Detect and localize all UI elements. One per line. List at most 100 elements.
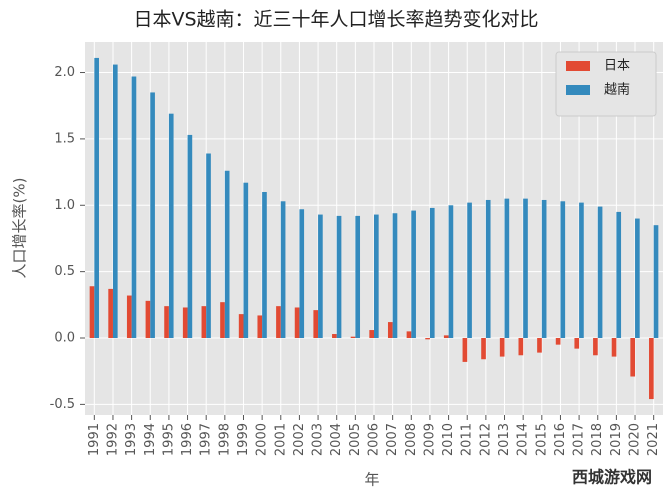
x-tick-label: 1995: [161, 423, 176, 456]
x-tick-label: 2008: [404, 423, 419, 456]
x-tick-label: 2000: [255, 423, 270, 456]
bar: [653, 225, 659, 339]
bar: [523, 198, 528, 339]
bar: [630, 338, 636, 377]
watermark: 西城游戏网: [572, 468, 652, 487]
bar: [374, 214, 379, 339]
legend-swatch: [566, 61, 590, 71]
bar: [168, 113, 174, 339]
bar: [462, 338, 468, 362]
y-tick-label: 0.5: [54, 264, 75, 279]
x-tick-label: 1996: [180, 423, 195, 456]
y-tick-label: 1.0: [54, 198, 75, 213]
bar: [257, 315, 263, 339]
bar: [89, 286, 95, 339]
x-tick-label: 2001: [273, 423, 288, 456]
bar: [481, 338, 486, 360]
x-tick-label: 2003: [311, 423, 326, 456]
bar: [145, 300, 151, 339]
bar: [555, 338, 561, 345]
y-tick-label: 2.0: [54, 65, 75, 80]
bar: [387, 322, 393, 339]
bar: [392, 213, 398, 339]
x-tick-label: 1994: [143, 423, 158, 456]
y-tick-label: 1.5: [54, 131, 75, 146]
bar: [448, 205, 454, 339]
bar: [537, 338, 542, 353]
x-tick-label: 2004: [329, 423, 344, 456]
bar: [518, 338, 524, 356]
bar: [131, 76, 137, 339]
x-tick-label: 1993: [124, 423, 139, 456]
x-tick-label: 1999: [236, 423, 251, 456]
x-tick-label: 2010: [441, 423, 456, 456]
bar: [150, 92, 155, 339]
bar: [164, 306, 169, 339]
x-tick-label: 2009: [422, 423, 437, 456]
bar: [224, 170, 230, 339]
x-tick-label: 2005: [348, 423, 363, 456]
bar: [243, 182, 249, 339]
x-tick-label: 2014: [516, 423, 531, 456]
bar: [276, 306, 281, 339]
bar: [369, 330, 374, 339]
bar: [112, 64, 118, 339]
bar: [541, 199, 547, 339]
bar: [467, 202, 472, 339]
bar: [406, 331, 412, 339]
bar: [355, 215, 361, 339]
bar: [443, 335, 449, 339]
bar: [299, 209, 305, 339]
bar: [220, 302, 225, 339]
x-tick-label: 2002: [292, 423, 307, 456]
bar: [262, 191, 267, 339]
bar: [238, 314, 244, 339]
bar: [187, 134, 193, 339]
x-axis-label: 年: [364, 471, 379, 489]
chart-title: 日本VS越南：近三十年人口增长率趋势变化对比: [133, 9, 538, 31]
bar: [597, 206, 603, 339]
x-tick-label: 2020: [628, 423, 643, 456]
x-tick-label: 2012: [478, 423, 493, 456]
legend-label: 越南: [604, 82, 630, 98]
x-tick-label: 2011: [460, 423, 475, 456]
bar: [108, 288, 113, 339]
x-tick-label: 2016: [553, 423, 568, 456]
bar: [560, 201, 566, 339]
x-tick-label: 2018: [590, 423, 605, 456]
bar: [499, 338, 505, 357]
bar: [94, 57, 99, 339]
bar: [485, 199, 491, 339]
bar: [332, 334, 337, 339]
bar: [126, 295, 132, 339]
bar: [611, 338, 617, 357]
legend-label: 日本: [604, 59, 630, 74]
x-tick-label: 1992: [105, 423, 120, 456]
x-tick-label: 2015: [534, 423, 549, 456]
bar: [649, 338, 654, 400]
x-tick-label: 2007: [385, 423, 400, 456]
x-tick-label: 1997: [199, 423, 214, 456]
bar: [280, 201, 286, 339]
bar: [429, 207, 435, 339]
legend-swatch: [566, 85, 590, 95]
x-tick-label: 2019: [609, 423, 624, 456]
bar: [411, 210, 416, 339]
y-axis-label: 人口增长率(%): [11, 178, 29, 279]
bar: [313, 310, 319, 339]
bar: [201, 306, 207, 339]
bar: [294, 307, 300, 339]
bar: [593, 338, 598, 356]
bar: [504, 198, 510, 339]
x-tick-label: 2013: [497, 423, 512, 456]
x-tick-label: 1998: [217, 423, 232, 456]
bar: [574, 338, 580, 349]
x-tick-label: 2017: [572, 423, 587, 456]
y-tick-label: -0.5: [50, 397, 75, 412]
bar: [425, 338, 430, 340]
x-tick-label: 2021: [646, 423, 661, 456]
bar: [635, 218, 640, 339]
x-tick-label: 1991: [87, 423, 102, 456]
y-tick-label: 0.0: [54, 331, 75, 346]
